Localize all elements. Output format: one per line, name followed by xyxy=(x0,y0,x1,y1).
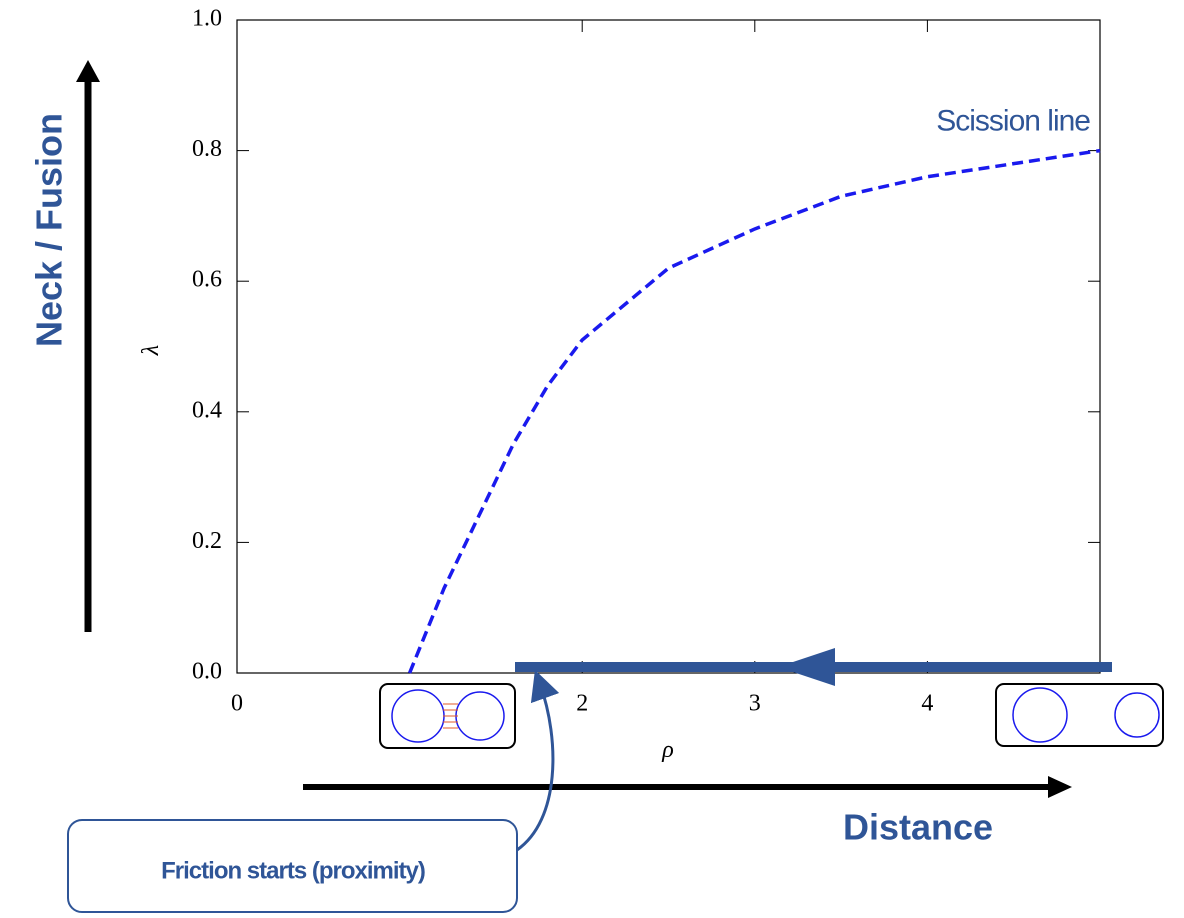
y-tick-label: 0.6 xyxy=(192,267,222,293)
y-tick-label: 0.0 xyxy=(192,659,222,685)
y-arrow-label: Neck / Fusion xyxy=(29,113,70,347)
x-tick-label: 4 xyxy=(921,691,933,717)
y-tick-label: 1.0 xyxy=(192,6,222,32)
y-arrowhead xyxy=(76,60,100,82)
x-tick-label: 0 xyxy=(231,691,243,717)
callout-text: Friction starts (proximity) xyxy=(161,857,425,884)
approach-arrowhead xyxy=(778,648,835,686)
y-tick-label: 0.8 xyxy=(192,136,222,162)
y-tick-label: 0.4 xyxy=(192,397,222,423)
series-label: Scission line xyxy=(936,105,1090,138)
y-axis-label: λ xyxy=(138,345,164,356)
x-tick-label: 3 xyxy=(749,691,761,717)
plot-frame xyxy=(236,19,1101,674)
fused-state-icon xyxy=(379,683,516,749)
callout-box xyxy=(67,819,518,913)
x-tick-label: 2 xyxy=(576,691,588,717)
y-tick-label: 0.2 xyxy=(192,528,222,554)
scission-line xyxy=(407,148,1101,674)
x-axis-label: ρ xyxy=(661,737,674,763)
x-arrow-label: Distance xyxy=(843,807,993,848)
separated-state-icon xyxy=(995,683,1164,747)
callout-arrow xyxy=(516,669,560,852)
x-arrowhead xyxy=(1048,776,1072,798)
